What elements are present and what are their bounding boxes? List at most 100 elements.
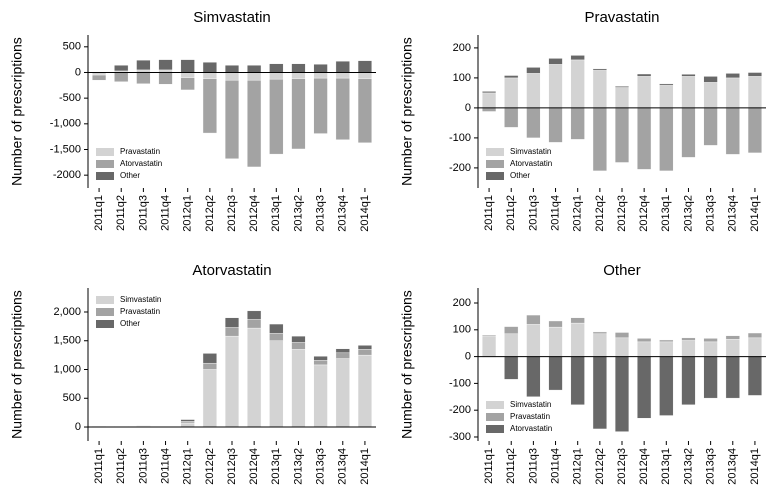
- bar-segment: [637, 107, 652, 170]
- legend-label: Other: [510, 171, 530, 180]
- bar-segment: [357, 60, 372, 73]
- x-tick-label: 2011q4: [549, 195, 561, 231]
- x-tick-label: 2013q3: [315, 448, 327, 485]
- bar-segment: [614, 87, 630, 109]
- legend-label: Simvastatin: [120, 295, 161, 304]
- y-tick-label: -100: [449, 132, 471, 144]
- bar-segment: [136, 72, 151, 84]
- bar-segment: [659, 341, 674, 357]
- legend-label: Other: [120, 171, 140, 180]
- x-tick-label: 2014q1: [359, 448, 371, 485]
- bar-segment: [313, 72, 328, 79]
- bar-segment: [180, 72, 195, 78]
- bar-segment: [703, 341, 718, 357]
- bar-segment: [202, 369, 217, 428]
- legend-label: Pravastatin: [120, 307, 160, 316]
- bar-segment: [202, 72, 217, 79]
- bar-segment: [659, 107, 674, 172]
- y-tick-label: -200: [449, 404, 471, 416]
- bar-segment: [548, 356, 563, 391]
- legend-swatch: [486, 413, 504, 421]
- y-tick-label: 100: [453, 72, 471, 84]
- legend-label: Atorvastatin: [120, 159, 162, 168]
- bar-segment: [570, 59, 585, 109]
- x-tick-label: 2012q1: [182, 195, 194, 232]
- y-tick-label: 0: [75, 421, 81, 433]
- x-tick-label: 2014q1: [749, 448, 761, 485]
- x-tick-label: 2013q4: [727, 448, 739, 485]
- bar-segment: [504, 356, 519, 380]
- x-tick-label: 2011q1: [93, 195, 105, 231]
- bar-segment: [747, 337, 762, 357]
- bar-segment: [725, 107, 740, 155]
- bar-segment: [247, 327, 262, 428]
- bar-segment: [136, 59, 151, 71]
- bar-segment: [725, 77, 740, 109]
- x-tick-label: 2011q4: [159, 195, 171, 231]
- x-tick-label: 2012q3: [616, 195, 628, 232]
- x-tick-label: 2012q2: [594, 448, 606, 485]
- bar-segment: [659, 83, 674, 86]
- bar-segment: [570, 322, 585, 357]
- x-tick-label: 2012q1: [572, 448, 584, 485]
- y-axis-label: Number of prescriptions: [9, 290, 25, 439]
- x-tick-label: 2011q2: [115, 448, 127, 484]
- bar-segment: [482, 91, 497, 94]
- bar-segment: [747, 332, 762, 339]
- bar-segment: [313, 64, 328, 73]
- bar-segment: [526, 107, 541, 139]
- bar-segment: [548, 107, 563, 143]
- bar-segment: [357, 345, 372, 350]
- y-tick-label: -1,000: [50, 118, 81, 130]
- x-tick-label: 2013q1: [270, 195, 282, 232]
- bar-segment: [659, 339, 674, 343]
- bar-segment: [335, 352, 350, 359]
- y-axis-label: Number of prescriptions: [9, 37, 25, 186]
- legend-swatch: [96, 172, 114, 180]
- bar-segment: [681, 356, 696, 406]
- bar-segment: [548, 320, 563, 328]
- bar-segment: [637, 338, 652, 343]
- x-tick-label: 2011q1: [483, 195, 495, 231]
- bar-segment: [637, 356, 652, 419]
- x-tick-label: 2013q2: [292, 195, 304, 232]
- x-tick-label: 2011q3: [527, 448, 539, 484]
- bar-segment: [681, 74, 696, 77]
- bar-segment: [92, 74, 107, 81]
- bar-segment: [313, 356, 328, 361]
- bar-segment: [313, 77, 328, 134]
- bar-segment: [570, 55, 585, 61]
- bar-segment: [114, 72, 129, 82]
- x-tick-label: 2014q1: [749, 195, 761, 232]
- y-tick-label: 500: [63, 392, 81, 404]
- bar-segment: [659, 85, 674, 109]
- bar-segment: [291, 342, 306, 350]
- bar-segment: [180, 419, 195, 422]
- bar-segment: [504, 77, 519, 109]
- bar-segment: [747, 356, 762, 396]
- bar-segment: [291, 63, 306, 73]
- bar-segment: [747, 107, 762, 154]
- bar-segment: [637, 341, 652, 357]
- bar-segment: [180, 77, 195, 91]
- y-tick-label: -300: [449, 431, 471, 443]
- y-tick-label: -200: [449, 162, 471, 174]
- bar-segment: [269, 323, 284, 334]
- bar-segment: [614, 107, 630, 163]
- bar-segment: [570, 317, 585, 324]
- y-tick-label: 2,000: [53, 306, 81, 318]
- bar-segment: [548, 326, 563, 357]
- legend-label: Other: [120, 319, 140, 328]
- bar-segment: [269, 72, 284, 80]
- y-tick-label: 0: [75, 66, 81, 78]
- x-tick-label: 2013q4: [727, 195, 739, 232]
- bar-segment: [703, 76, 718, 83]
- x-tick-label: 2011q3: [137, 195, 149, 231]
- legend-label: Simvastatin: [510, 147, 551, 156]
- legend-swatch: [96, 320, 114, 328]
- bar-segment: [335, 77, 350, 140]
- legend-swatch: [486, 401, 504, 409]
- bar-segment: [570, 107, 585, 140]
- bar-segment: [247, 72, 262, 81]
